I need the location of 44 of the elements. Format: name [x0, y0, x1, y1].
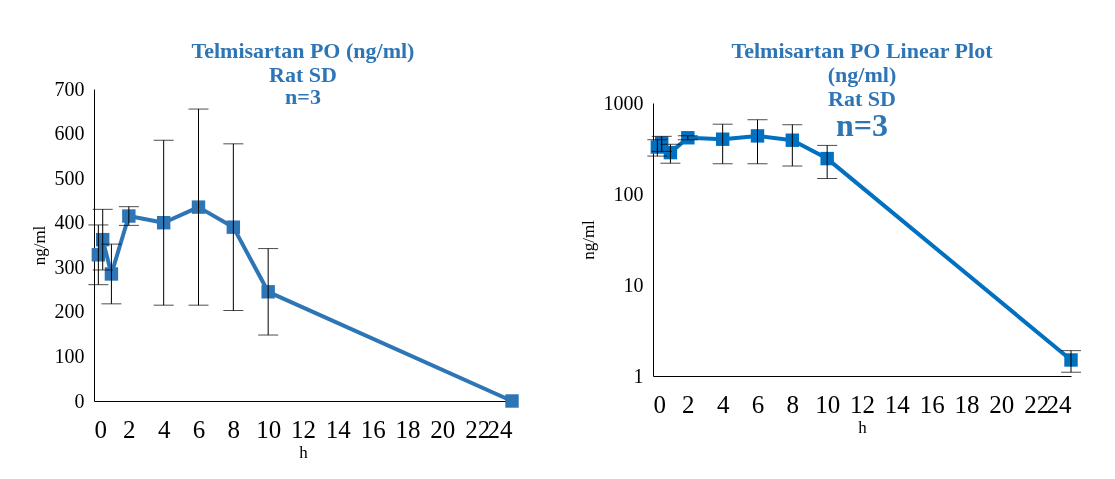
y-tick-label: 700 — [54, 77, 85, 100]
x-tick-label: 4 — [716, 390, 730, 418]
x-tick-label: 0 — [94, 415, 107, 443]
y-tick-label: 100 — [54, 344, 85, 367]
y-axis-title: ng/ml — [578, 219, 598, 260]
x-tick-label: 6 — [751, 390, 765, 418]
x-tick-label: 12 — [850, 390, 875, 418]
x-tick-label: 20 — [989, 390, 1015, 418]
y-tick-label: 100 — [613, 182, 644, 205]
chart-subtitle: n=3 — [285, 84, 321, 109]
x-tick-label: 14 — [884, 390, 911, 418]
x-tick-label: 4 — [157, 415, 171, 443]
x-tick-label: 2 — [682, 390, 695, 418]
point — [820, 151, 834, 166]
y-tick-label: 1000 — [603, 91, 644, 114]
x-tick-label: 8 — [227, 415, 241, 443]
x-tick-label: 10 — [256, 415, 282, 443]
x-axis-title: h — [858, 417, 868, 437]
x-tick-label: 2 — [123, 415, 136, 443]
y-tick-label: 1 — [633, 364, 644, 387]
x-tick-label: 16 — [360, 415, 386, 443]
x-tick-label: 0 — [653, 390, 666, 418]
x-tick-label: 6 — [192, 415, 206, 443]
x-tick-label: 18 — [395, 415, 421, 443]
x-tick-label: 16 — [919, 390, 945, 418]
x-tick-label: 18 — [954, 390, 980, 418]
x-tick-label: 8 — [786, 390, 800, 418]
point — [261, 285, 275, 299]
y-tick-label: 600 — [54, 122, 85, 145]
y-tick-label: 500 — [54, 166, 85, 189]
point — [505, 394, 519, 408]
x-tick-label: 10 — [815, 390, 841, 418]
x-tick-label: 24 — [487, 415, 513, 443]
y-tick-label: 300 — [54, 255, 85, 278]
x-axis-title: h — [299, 442, 309, 462]
y-tick-label: 400 — [54, 211, 85, 234]
y-axis-title: ng/ml — [29, 225, 49, 266]
x-tick-label: 12 — [291, 415, 316, 443]
x-tick-label: 24 — [1046, 390, 1072, 418]
point — [226, 220, 241, 234]
y-tick-label: 10 — [623, 273, 644, 296]
x-tick-label: 14 — [325, 415, 352, 443]
y-tick-label: 200 — [54, 300, 85, 323]
x-tick-label: 20 — [430, 415, 456, 443]
